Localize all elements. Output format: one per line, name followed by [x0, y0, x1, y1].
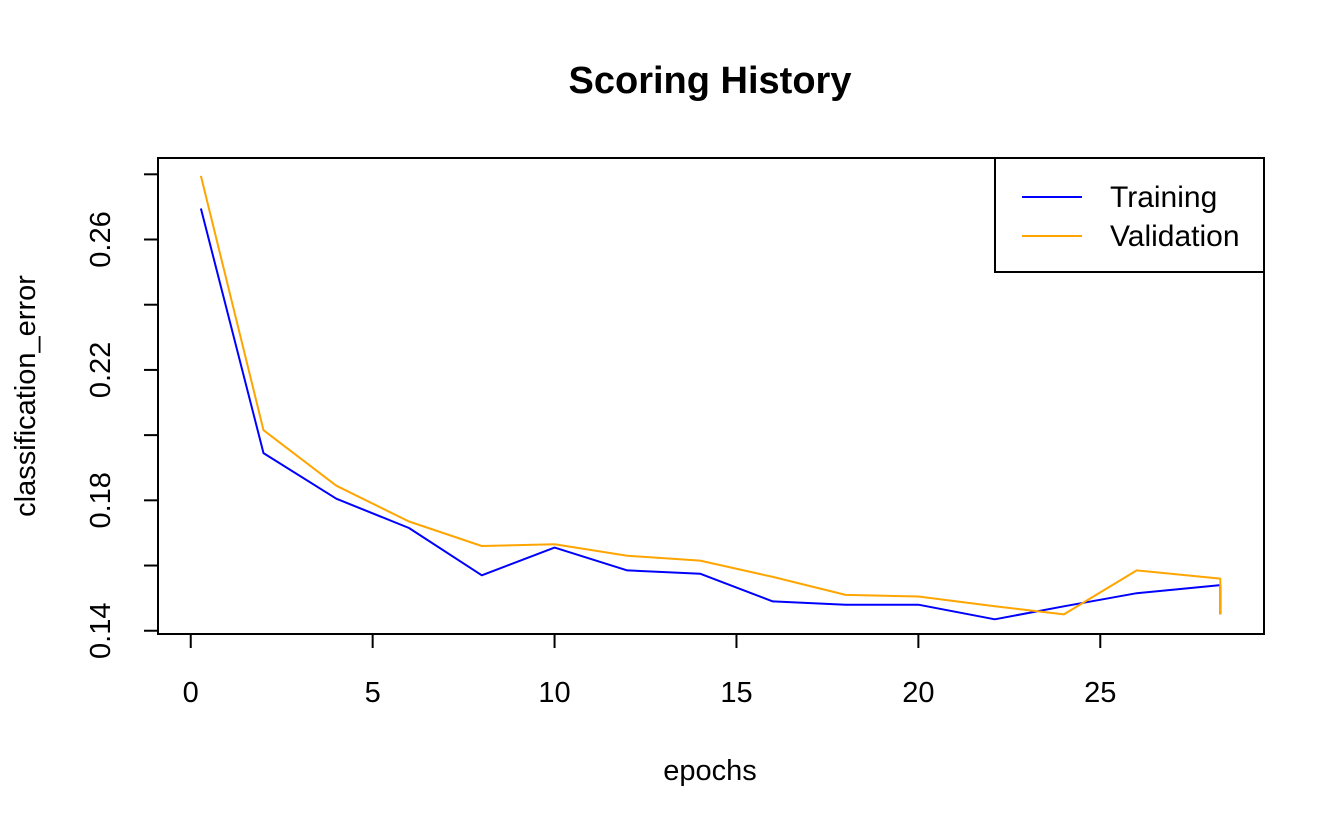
- y-tick-label: 0.14: [85, 603, 117, 659]
- legend-label-training: Training: [1110, 181, 1217, 214]
- y-axis: 0.14 0.18 0.22 0.26: [85, 173, 159, 659]
- x-tick-label: 25: [1084, 677, 1116, 709]
- y-axis-label: classification_error: [10, 275, 42, 517]
- series-line-training: [199, 208, 1222, 621]
- x-tick-label: 5: [365, 677, 381, 709]
- y-tick-label: 0.22: [85, 342, 117, 398]
- x-tick-label: 15: [720, 677, 752, 709]
- x-tick-label: 0: [183, 677, 199, 709]
- legend-box: [994, 157, 1265, 273]
- series-layer: [199, 175, 1222, 621]
- x-tick-label: 10: [538, 677, 570, 709]
- y-tick-label: 0.26: [85, 211, 117, 267]
- x-tick-label: 20: [902, 677, 934, 709]
- y-tick-label: 0.18: [85, 472, 117, 528]
- series-line-validation: [199, 175, 1222, 616]
- legend-label-validation: Validation: [1110, 220, 1240, 253]
- legend: Training Validation: [994, 157, 1265, 273]
- x-axis: 0 5 10 15 20 25: [183, 633, 1116, 709]
- chart-title: Scoring History: [569, 60, 852, 102]
- x-axis-label: epochs: [663, 755, 757, 787]
